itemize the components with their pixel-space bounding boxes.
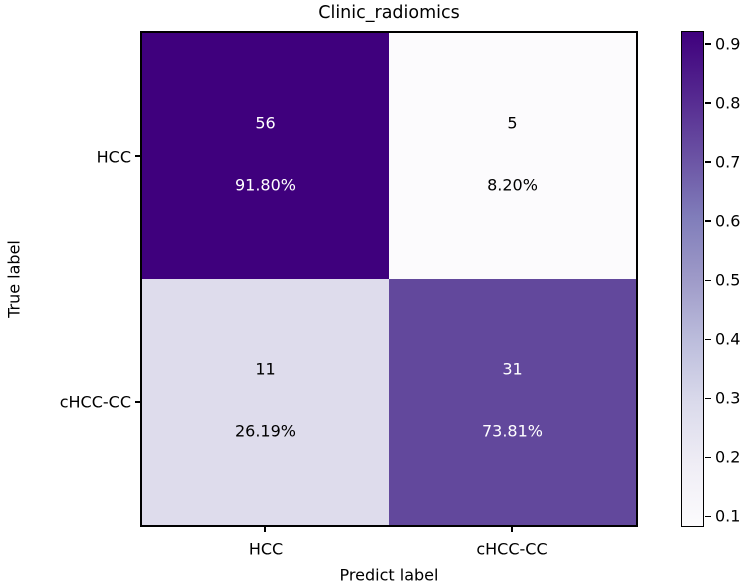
cell-percent: 26.19% — [234, 421, 296, 441]
colorbar-tick-label: 0.5 — [715, 270, 741, 290]
colorbar-tick-mark — [705, 338, 711, 341]
x-tick-label-hcc: HCC — [248, 539, 284, 559]
colorbar: 0.9 0.8 0.7 0.6 0.5 0.4 0.3 0.2 0.1 — [681, 31, 740, 527]
cell-count: 56 — [255, 113, 276, 133]
cell-count: 5 — [507, 113, 518, 133]
x-tick-mark — [264, 525, 266, 532]
matrix-plot-area: 56 91.80% 5 8.20% 11 26.19% 31 73.81% — [140, 31, 638, 527]
cell-count: 11 — [255, 359, 276, 379]
cell-percent: 73.81% — [481, 421, 543, 441]
matrix-cell-hcc-chcccc: 5 8.20% — [389, 33, 636, 279]
y-tick-mark — [135, 155, 142, 157]
colorbar-tick-mark — [705, 220, 711, 222]
matrix-cell-chcccc-hcc: 11 26.19% — [142, 279, 389, 525]
y-axis-label: True label — [4, 240, 24, 318]
y-tick-label-hcc: HCC — [96, 147, 131, 167]
x-tick-mark — [511, 525, 513, 532]
colorbar-tick-mark — [705, 279, 711, 281]
cell-count: 31 — [502, 359, 523, 379]
x-axis-label: Predict label — [339, 565, 439, 585]
matrix-cell-chcccc-chcccc: 31 73.81% — [389, 279, 636, 525]
colorbar-tick-label: 0.6 — [715, 211, 741, 231]
colorbar-tick-mark — [705, 161, 711, 163]
colorbar-tick-mark — [705, 43, 711, 45]
matrix-cell-hcc-hcc: 56 91.80% — [142, 33, 389, 279]
cell-percent: 91.80% — [234, 175, 296, 195]
colorbar-tick-label: 0.9 — [715, 34, 741, 54]
colorbar-tick-mark — [705, 515, 711, 518]
y-tick-label-chcccc: cHCC-CC — [59, 392, 131, 412]
colorbar-tick-label: 0.1 — [715, 506, 741, 526]
cell-percent: 8.20% — [487, 175, 538, 195]
colorbar-tick-label: 0.7 — [715, 152, 741, 172]
y-tick-mark — [135, 401, 142, 403]
colorbar-tick-mark — [705, 102, 711, 104]
colorbar-gradient — [681, 31, 704, 527]
colorbar-tick-label: 0.8 — [715, 93, 741, 113]
colorbar-tick-mark — [705, 397, 711, 400]
colorbar-tick-label: 0.2 — [715, 447, 741, 467]
colorbar-tick-mark — [705, 456, 711, 459]
colorbar-tick-label: 0.3 — [715, 388, 741, 408]
x-tick-label-chcccc: cHCC-CC — [476, 539, 548, 559]
colorbar-tick-label: 0.4 — [715, 329, 741, 349]
chart-title: Clinic_radiomics — [318, 3, 460, 23]
